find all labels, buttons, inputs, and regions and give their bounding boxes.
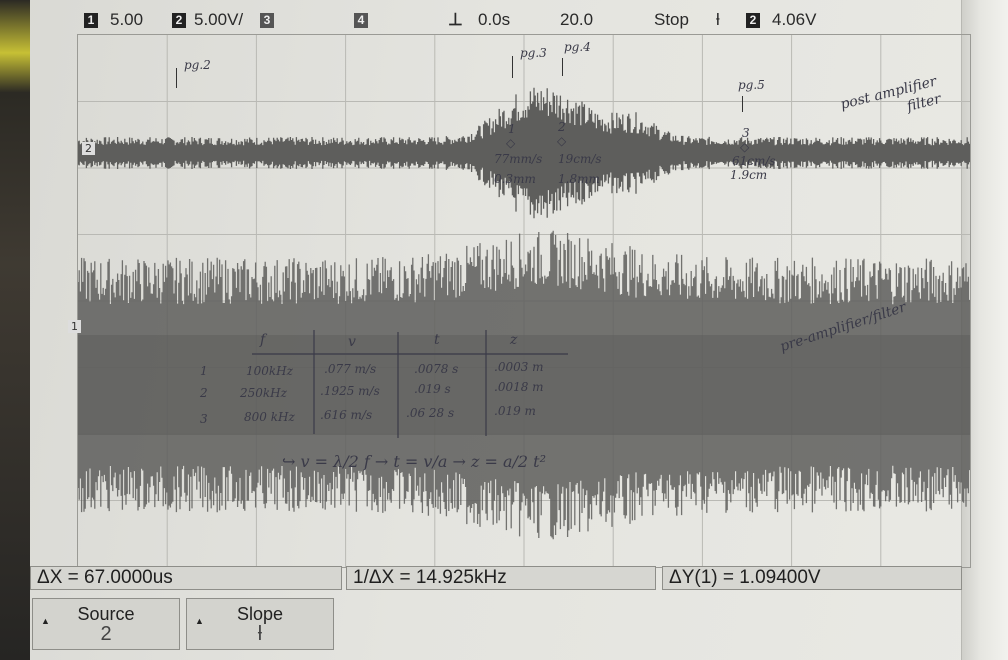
source-softkey[interactable]: ▲ Source 2	[32, 598, 180, 650]
marker2-speed: 19cm/s	[558, 152, 602, 166]
run-state: Stop	[654, 10, 689, 29]
source-softkey-label: Source	[77, 604, 135, 624]
trigger-position-icon: ⊥	[448, 10, 463, 29]
ch4-indicator[interactable]: 4	[354, 12, 368, 28]
source-softkey-value: 2	[100, 623, 112, 645]
marker3-number: 3	[742, 126, 750, 140]
pg3-note: pg.3	[520, 46, 547, 60]
marker3-speed: 61cm/s	[732, 154, 776, 168]
table-cell: 800 kHz	[244, 410, 295, 424]
ch1-indicator[interactable]: 1	[84, 12, 98, 28]
slope-softkey[interactable]: ▲ Slope ƚ	[186, 598, 334, 650]
marker2-number: 2	[558, 120, 566, 134]
table-cell: .0078 s	[414, 362, 459, 376]
ch2-ground-marker[interactable]: 2	[82, 142, 95, 155]
trigger-level: 4.06V	[772, 10, 817, 29]
pg2-arrow	[176, 68, 177, 88]
marker1-depth: 0.3mm	[494, 172, 536, 186]
marker2-diamond: ◇	[557, 134, 567, 148]
slope-softkey-label: Slope	[236, 604, 284, 624]
marker3-depth: 1.9cm	[730, 168, 768, 182]
table-header-v: v	[348, 334, 356, 350]
table-cell: .1925 m/s	[320, 384, 380, 398]
softkey-up-icon: ▲	[195, 616, 204, 626]
delay-value: 0.0s	[478, 10, 511, 29]
table-header-t: t	[434, 332, 440, 348]
marker1-diamond: ◇	[506, 136, 516, 150]
ch1-scale: 5.00	[110, 10, 144, 29]
table-row-number: 3	[200, 412, 208, 426]
pg4-arrow	[562, 58, 563, 76]
table-lines	[252, 330, 568, 438]
ch1-ground-marker[interactable]: 1	[68, 320, 81, 333]
handwritten-table: f v t z 1 100kHz .077 m/s .0078 s .0003 …	[200, 330, 568, 440]
table-cell: .019 s	[414, 382, 451, 396]
table-row-number: 2	[200, 386, 208, 400]
ch2-scale: 5.00V/	[194, 10, 244, 29]
table-row-number: 1	[200, 364, 208, 378]
background-edge	[0, 0, 30, 660]
table-cell: .06 28 s	[406, 406, 455, 420]
table-cell: .0003 m	[494, 360, 544, 374]
softkey-up-icon: ▲	[41, 616, 50, 626]
trigger-slope-icon: ƚ	[716, 10, 720, 29]
pg5-note: pg.5	[738, 78, 765, 92]
ch3-indicator[interactable]: 3	[260, 12, 274, 28]
table-header-f: f	[260, 332, 266, 348]
table-cell: .616 m/s	[320, 408, 373, 422]
ch2-indicator[interactable]: 2	[172, 12, 186, 28]
table-cell: .019 m	[494, 404, 536, 418]
delta-x-readout: ΔX = 67.0000us	[30, 566, 342, 590]
pre-amplifier-trace-core	[78, 335, 970, 435]
table-header-z: z	[510, 332, 518, 348]
table-cell: 100kHz	[246, 364, 293, 378]
marker1-number: 1	[508, 122, 516, 136]
table-cell: .077 m/s	[324, 362, 377, 376]
waveform-display[interactable]	[77, 34, 971, 568]
scope-status-bar: 1 5.00 2 5.00V/ 3 4 ⊥ 0.0s 20.0 Stop ƚ 2…	[84, 8, 964, 32]
pg3-arrow	[512, 56, 513, 78]
marker1-speed: 77mm/s	[494, 152, 543, 166]
marker3-diamond: ◇	[740, 140, 750, 154]
trigger-channel: 2	[746, 12, 760, 28]
table-cell: .0018 m	[494, 380, 544, 394]
inverse-delta-x-readout: 1/ΔX = 14.925kHz	[346, 566, 656, 590]
formula-note: ↪ v = λ/2 f → t = v/a → z = a/2 t²	[282, 452, 547, 471]
table-cell: 250kHz	[240, 386, 287, 400]
post-amplifier-trace	[78, 87, 970, 219]
slope-softkey-value: ƚ	[257, 623, 263, 645]
pg4-note: pg.4	[564, 40, 591, 54]
pg5-arrow	[742, 96, 743, 112]
marker2-depth: 1.8mm	[558, 172, 600, 186]
timebase-value: 20.0	[560, 10, 594, 29]
pg2-note: pg.2	[184, 58, 211, 72]
delta-y-readout: ΔY(1) = 1.09400V	[662, 566, 962, 590]
waveform-svg	[78, 35, 970, 567]
